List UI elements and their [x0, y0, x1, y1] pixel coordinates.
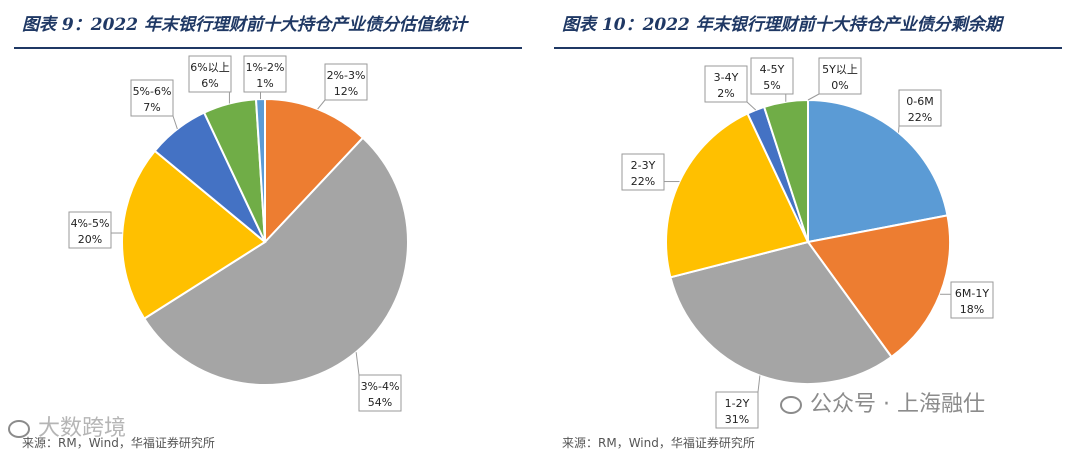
watermark-right: 公众号 · 上海融仕 [780, 386, 985, 418]
watermark-left: 大数跨境 [8, 410, 126, 442]
slice-category-label-5: 1%-2% [246, 61, 285, 74]
slice-category-label-6: 5Y以上 [822, 63, 858, 76]
slice-value-label-4: 2% [717, 87, 734, 100]
leader-line-4 [747, 102, 756, 110]
leader-line-6 [808, 94, 819, 100]
slice-value-label-5: 5% [763, 79, 780, 92]
chart-panel-valuation: 图表 9：2022 年末银行理财前十大持仓产业债分估值统计 2%-3%12%3%… [0, 0, 540, 443]
slice-value-label-4: 6% [201, 77, 218, 90]
watermark-text: 大数跨境 [38, 416, 126, 441]
slice-value-label-1: 18% [960, 303, 984, 316]
slice-category-label-2: 1-2Y [725, 397, 750, 410]
slice-value-label-0: 22% [908, 111, 932, 124]
slice-category-label-0: 2%-3% [327, 69, 366, 82]
slice-value-label-2: 20% [78, 233, 102, 246]
slice-value-label-5: 1% [256, 77, 273, 90]
slice-category-label-4: 6%以上 [190, 61, 229, 74]
slice-value-label-2: 31% [725, 413, 749, 426]
leader-line-3 [173, 116, 177, 129]
pie-chart-valuation: 2%-3% 12% 3%-4% 54% 4%-5% 20% 5%-6% 7% 6%以上 6% 1%-… [0, 0, 540, 443]
pie-chart-maturity: 0-6M 22% 6M-1Y 18% 1-2Y 31% 2-3Y 22% 3-4Y 2% 4-5Y 5… [540, 0, 1080, 443]
slice-category-label-1: 3%-4% [361, 380, 400, 393]
slice-value-label-3: 7% [143, 101, 160, 114]
leader-line-2 [758, 376, 760, 392]
slice-category-label-0: 0-6M [906, 95, 933, 108]
slice-category-label-3: 2-3Y [631, 159, 656, 172]
leader-line-0 [318, 100, 325, 109]
wechat-icon [780, 396, 802, 414]
slice-category-label-2: 4%-5% [71, 217, 110, 230]
slice-category-label-5: 4-5Y [760, 63, 785, 76]
watermark-text: 公众号 · 上海融仕 [810, 392, 985, 417]
slice-category-label-4: 3-4Y [714, 71, 739, 84]
slice-category-label-1: 6M-1Y [955, 287, 989, 300]
watermark-logo-icon [8, 420, 30, 438]
slice-value-label-0: 12% [334, 85, 358, 98]
slice-category-label-3: 5%-6% [133, 85, 172, 98]
leader-line-1 [356, 352, 359, 375]
slice-value-label-1: 54% [368, 396, 392, 409]
slice-value-label-6: 0% [831, 79, 848, 92]
slice-value-label-3: 22% [631, 175, 655, 188]
